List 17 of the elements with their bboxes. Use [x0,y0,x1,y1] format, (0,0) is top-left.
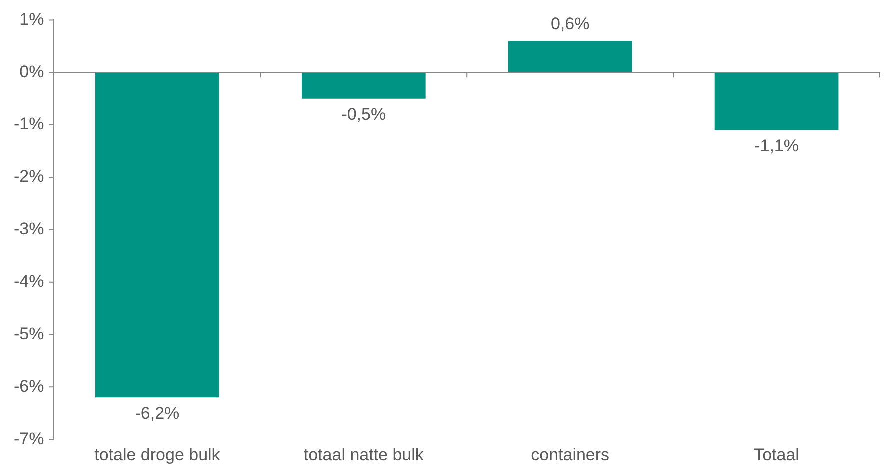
y-tick-label: -3% [14,220,44,239]
y-tick-label: -5% [14,324,44,344]
x-tick-label: totale droge bulk [94,445,221,464]
y-tick-label: -1% [14,114,44,134]
y-tick-label: 0% [20,62,44,82]
x-tick-label: totaal natte bulk [304,445,424,464]
data-label: -1,1% [754,136,799,156]
y-tick-label: -7% [14,429,44,448]
y-tick-label: -6% [14,376,44,396]
data-label: -6,2% [135,404,180,423]
data-label: -0,5% [342,105,386,124]
y-tick-label: -2% [14,167,44,186]
data-label: 0,6% [550,14,590,34]
x-tick-label: Totaal [754,445,800,464]
y-tick-label: -4% [14,272,44,292]
y-tick-label: 1% [20,10,44,29]
x-tick-label: containers [531,445,610,464]
